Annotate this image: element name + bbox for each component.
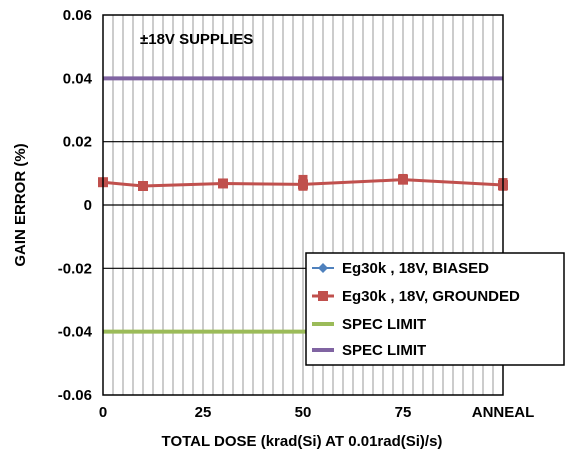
x-axis-title: TOTAL DOSE (krad(Si) AT 0.01rad(Si)/s) — [162, 433, 443, 450]
y-axis-title: GAIN ERROR (%) — [12, 143, 29, 266]
data-point — [298, 179, 308, 190]
x-tick-label: ANNEAL — [472, 404, 535, 421]
x-tick-labels: 0 25 50 75 ANNEAL — [99, 404, 534, 421]
legend-label-biased: Eg30k , 18V, BIASED — [342, 260, 489, 277]
y-tick-label: 0.06 — [63, 7, 92, 24]
plot-area-border — [102, 14, 504, 396]
legend-box — [305, 252, 565, 366]
y-tick-label: -0.06 — [58, 387, 92, 404]
y-tick-label: 0.04 — [63, 70, 93, 87]
legend-entry-spec-limit-purple: SPEC LIMIT — [312, 342, 426, 359]
x-tick-label: 25 — [195, 404, 212, 421]
legend: Eg30k , 18V, BIASED Eg30k , 18V, GROUNDE… — [305, 252, 565, 366]
data-point — [398, 174, 408, 185]
x-tick-label: 0 — [99, 404, 107, 421]
legend-entry-grounded: Eg30k , 18V, GROUNDED — [312, 288, 520, 305]
legend-entry-biased: Eg30k , 18V, BIASED — [312, 260, 489, 277]
y-tick-labels: 0.06 0.04 0.02 0 -0.02 -0.04 -0.06 — [58, 7, 93, 404]
x-tick-label: 75 — [395, 404, 412, 421]
x-tick-label: 50 — [295, 404, 312, 421]
y-tick-label: 0 — [84, 197, 92, 214]
data-point — [218, 178, 228, 189]
legend-entry-spec-limit-green: SPEC LIMIT — [312, 316, 426, 333]
legend-label-spec-green: SPEC LIMIT — [342, 316, 426, 333]
legend-label-spec-purple: SPEC LIMIT — [342, 342, 426, 359]
data-point — [138, 181, 148, 191]
legend-square-marker — [318, 291, 328, 301]
chart-annotation: ±18V SUPPLIES — [140, 31, 253, 48]
y-tick-label: -0.04 — [58, 324, 93, 341]
legend-diamond-marker — [318, 263, 328, 273]
y-tick-label: -0.02 — [58, 260, 92, 277]
legend-label-grounded: Eg30k , 18V, GROUNDED — [342, 288, 520, 305]
y-tick-label: 0.02 — [63, 134, 92, 151]
series-line-1 — [102, 178, 504, 188]
